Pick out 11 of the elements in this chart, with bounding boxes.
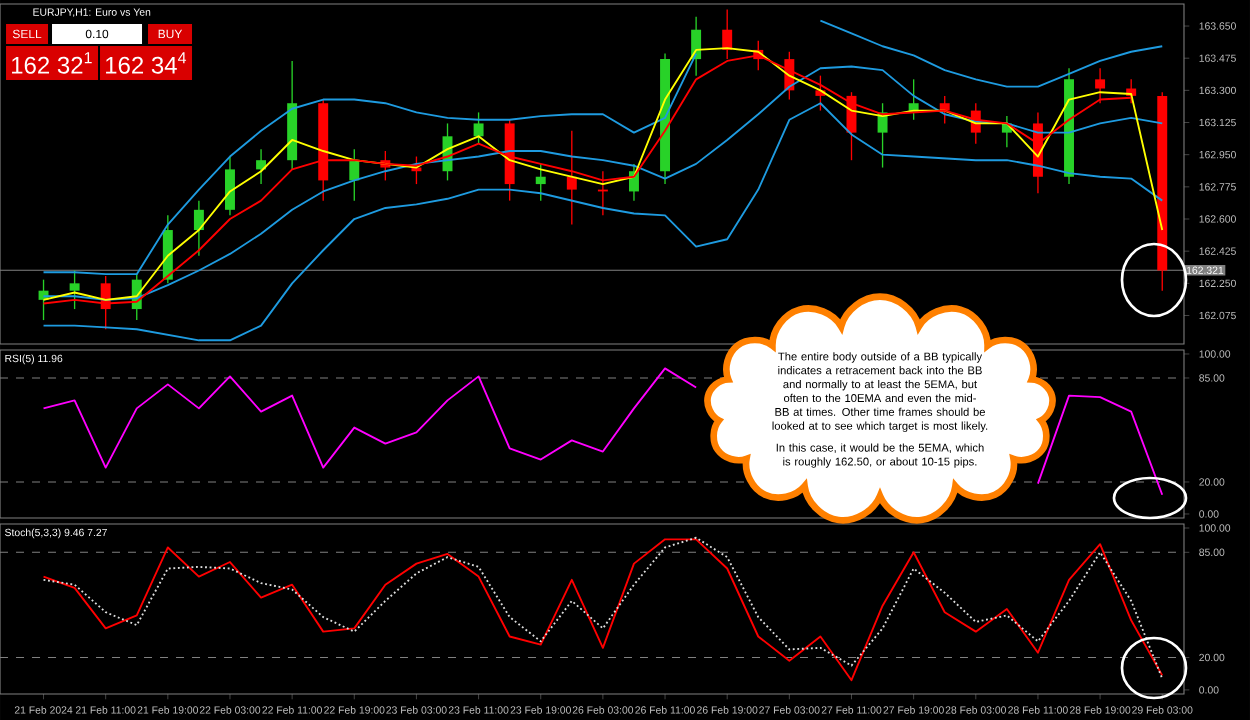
candlestick — [535, 163, 546, 202]
candlestick — [69, 269, 80, 310]
annotation: 162 32$^{1}$ — [12, 52, 92, 74]
candlestick — [566, 130, 577, 226]
candlestick — [473, 111, 484, 145]
candlestick — [193, 199, 204, 257]
candlestick — [225, 155, 235, 216]
candlestick — [349, 148, 360, 202]
annotation: 162 34$^{4}$ — [106, 52, 187, 74]
candlestick — [1095, 67, 1106, 104]
candlestick — [939, 95, 950, 125]
